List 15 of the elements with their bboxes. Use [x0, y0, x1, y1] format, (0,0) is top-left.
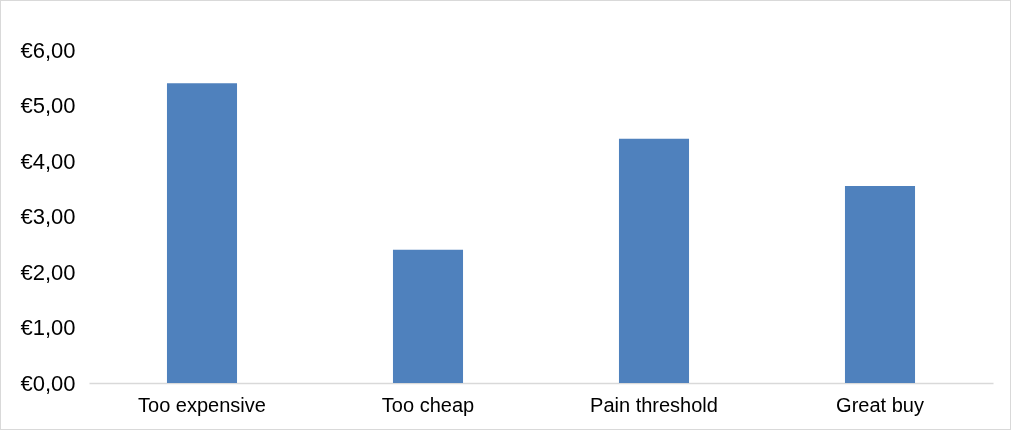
bar	[166, 83, 238, 383]
y-tick-label: €6,00	[20, 37, 76, 63]
x-tick-label: Pain threshold	[590, 393, 718, 416]
bar	[618, 138, 690, 383]
bar	[392, 249, 464, 383]
x-tick-label: Too cheap	[381, 393, 475, 416]
y-tick-label: €4,00	[20, 148, 76, 174]
bar	[844, 185, 916, 383]
x-tick-label: Too expensive	[138, 393, 266, 416]
y-tick-label: €5,00	[20, 93, 76, 118]
y-tick-label: €2,00	[20, 259, 76, 285]
y-tick-label: €0,00	[20, 370, 76, 396]
y-tick-label: €1,00	[20, 315, 76, 340]
y-tick-label: €3,00	[20, 204, 76, 229]
x-tick-label: Great buy	[836, 393, 924, 416]
